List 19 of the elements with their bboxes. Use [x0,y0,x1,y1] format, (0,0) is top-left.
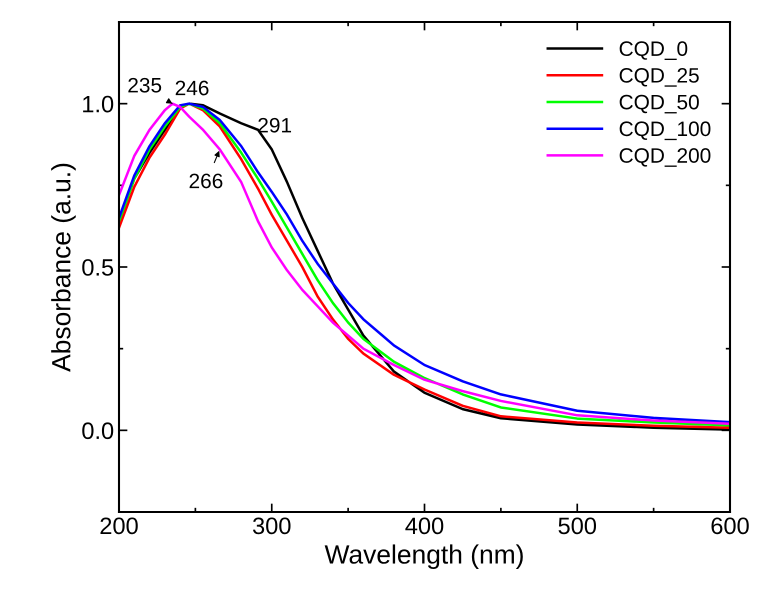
x-tick-label: 600 [712,517,749,534]
y-tick-label: 0.0 [82,422,114,440]
y-axis-title: Absorbance (a.u.) [51,164,76,372]
annotation: 246 [176,80,209,96]
legend-label: CQD_100 [620,121,710,140]
x-axis-title: Wavelength (nm) [324,544,523,570]
legend-label: CQD_25 [620,68,699,87]
x-tick-label: 200 [100,517,138,534]
annotation: 235 [128,78,162,93]
legend-label: CQD_200 [620,148,710,167]
x-tick-label: 500 [558,517,596,534]
annotation: 291 [258,118,292,133]
y-tick-label: 0.5 [82,259,114,276]
x-tick-label: 400 [405,517,444,534]
x-tick-label: 300 [252,517,291,534]
y-tick-label: 1.0 [83,96,114,112]
legend-label: CQD_0 [620,41,688,60]
legend-label: CQD_50 [620,94,699,114]
annotation: 266 [190,174,222,188]
